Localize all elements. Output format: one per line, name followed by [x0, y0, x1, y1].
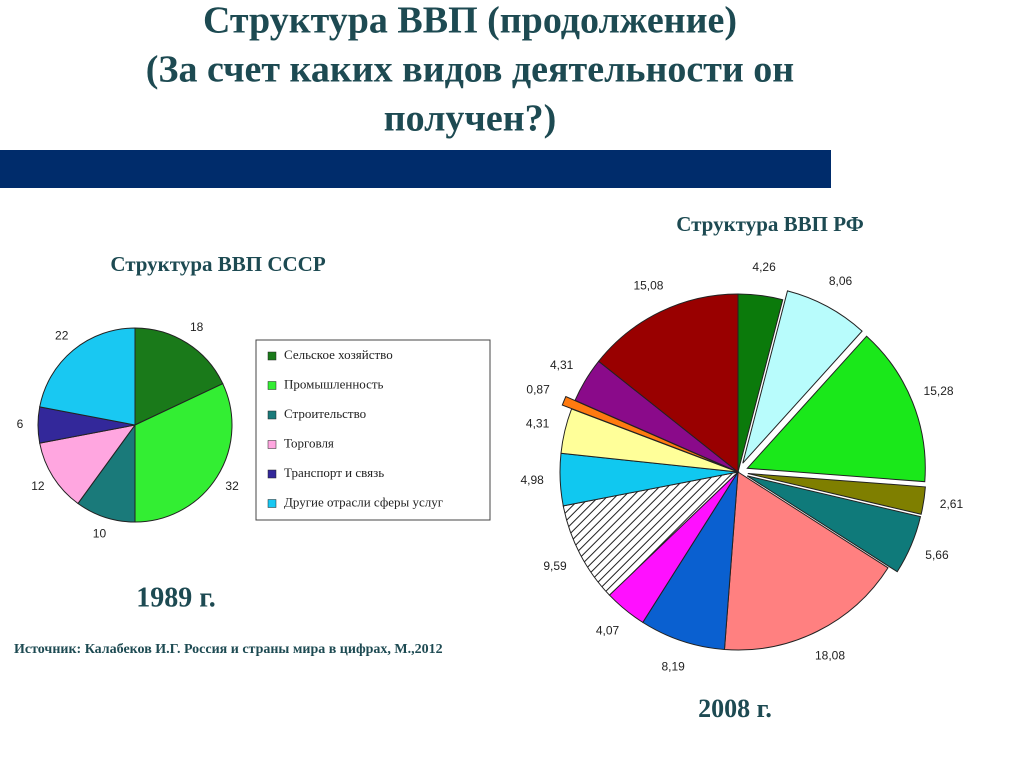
pie-slice: [39, 327, 136, 426]
pie-slice: [742, 290, 863, 464]
data-label: 10: [93, 527, 107, 541]
data-label: 32: [225, 479, 239, 493]
data-label: 4,07: [596, 624, 620, 638]
legend-label: Промышленность: [284, 376, 384, 391]
pie-slice: [723, 471, 889, 651]
legend-label: Транспорт и связь: [284, 465, 384, 480]
legend-swatch: [267, 440, 277, 449]
source-note: Источник: Калабеков И.Г. Россия и страны…: [14, 642, 443, 657]
pie-slice: [134, 383, 233, 523]
pie-slice: [561, 395, 729, 469]
data-label: 4,26: [752, 260, 776, 274]
pie-slice: [746, 335, 926, 483]
data-label: 15,08: [633, 279, 663, 293]
legend-swatch: [267, 469, 277, 479]
data-label: 12: [31, 479, 45, 493]
data-label: 5,66: [925, 548, 949, 562]
pie-slice: [562, 471, 740, 596]
data-label: 4,31: [550, 358, 574, 372]
legend-swatch: [267, 499, 277, 508]
slide-title: Структура ВВП (продолжение): [203, 0, 737, 42]
pie-slice: [134, 327, 224, 426]
data-label: 4,31: [526, 416, 550, 430]
data-label: 9,59: [543, 559, 567, 573]
data-label: 15,28: [924, 384, 954, 398]
slide-title: (За счет каких видов деятельности он: [146, 49, 794, 91]
data-label: 0,87: [526, 382, 550, 396]
title-bar: [0, 150, 831, 188]
data-label: 8,06: [829, 274, 853, 288]
legend-box: [255, 339, 491, 521]
data-label: 22: [55, 329, 69, 343]
data-label: 8,19: [661, 660, 685, 674]
pie-slice: [746, 475, 922, 573]
chart-title: Структура ВВП РФ: [676, 212, 864, 236]
data-label: 6: [17, 417, 24, 431]
pie-slice: [747, 473, 926, 515]
legend-swatch: [267, 351, 277, 361]
chart-title: Структура ВВП СССР: [110, 252, 326, 276]
chart-caption: 2008 г.: [698, 694, 772, 723]
legend-label: Сельское хозяйство: [284, 347, 393, 362]
data-label: 4,98: [521, 473, 545, 487]
data-label: 2,61: [940, 497, 964, 511]
chart-caption: 1989 г.: [136, 582, 216, 613]
legend-swatch: [267, 381, 277, 390]
legend-label: Другие отрасли сферы услуг: [284, 494, 443, 509]
pie-slice: [39, 424, 137, 505]
slide-title: получен?): [384, 98, 557, 140]
legend-swatch: [267, 410, 277, 420]
legend-label: Строительство: [284, 406, 366, 421]
legend-label: Торговля: [284, 435, 334, 450]
data-label: 18: [190, 320, 204, 334]
data-label: 18,08: [815, 648, 845, 662]
pie-slice: [597, 293, 739, 474]
